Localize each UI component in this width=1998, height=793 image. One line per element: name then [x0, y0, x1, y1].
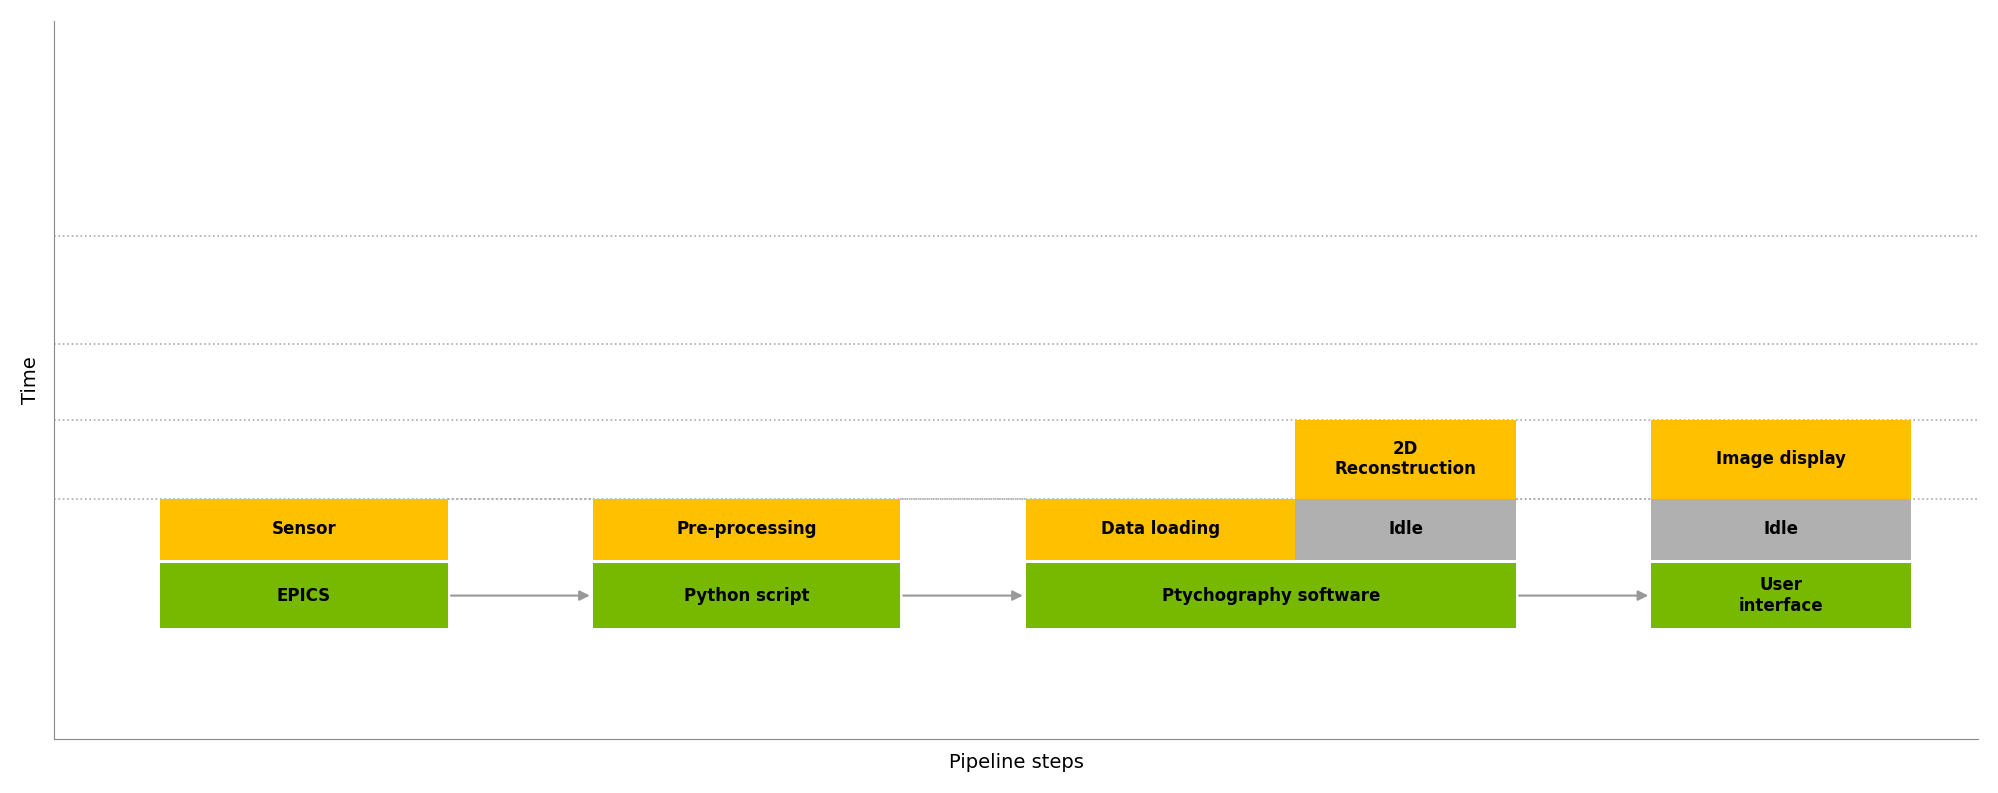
FancyBboxPatch shape — [1650, 419, 1910, 499]
Text: Idle: Idle — [1762, 520, 1798, 538]
Text: Data loading: Data loading — [1101, 520, 1219, 538]
Y-axis label: Time: Time — [20, 356, 40, 404]
X-axis label: Pipeline steps: Pipeline steps — [947, 753, 1083, 772]
Text: User
interface: User interface — [1738, 577, 1822, 615]
Text: Sensor: Sensor — [272, 520, 336, 538]
FancyBboxPatch shape — [1295, 499, 1516, 560]
Text: EPICS: EPICS — [276, 587, 332, 604]
FancyBboxPatch shape — [591, 563, 899, 628]
Text: Ptychography software: Ptychography software — [1161, 587, 1379, 604]
FancyBboxPatch shape — [1025, 563, 1516, 628]
FancyBboxPatch shape — [591, 499, 899, 560]
Text: Idle: Idle — [1387, 520, 1423, 538]
FancyBboxPatch shape — [160, 499, 448, 560]
Text: Pre-processing: Pre-processing — [675, 520, 817, 538]
FancyBboxPatch shape — [1025, 499, 1295, 560]
FancyBboxPatch shape — [1650, 563, 1910, 628]
FancyBboxPatch shape — [160, 563, 448, 628]
Text: Image display: Image display — [1714, 450, 1844, 468]
FancyBboxPatch shape — [1650, 499, 1910, 560]
Text: 2D
Reconstruction: 2D Reconstruction — [1335, 439, 1477, 478]
FancyBboxPatch shape — [1295, 419, 1516, 499]
Text: Python script: Python script — [683, 587, 809, 604]
